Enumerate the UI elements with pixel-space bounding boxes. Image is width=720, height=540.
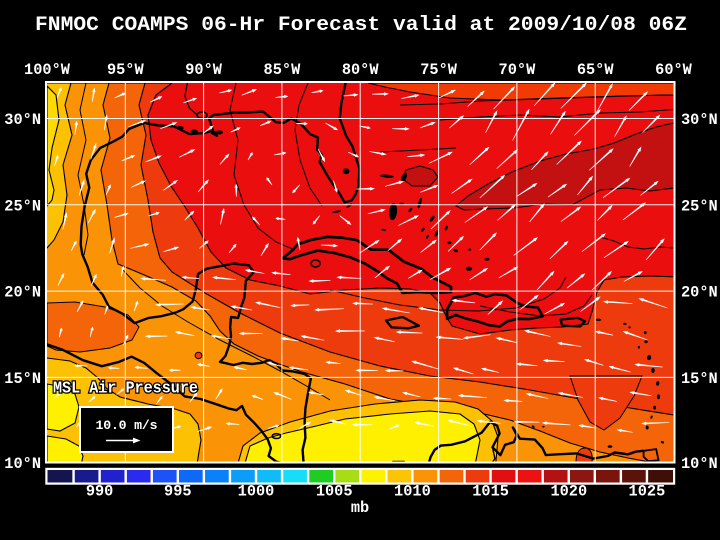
svg-text:90°W: 90°W — [185, 61, 223, 79]
svg-text:25°N: 25°N — [4, 197, 41, 215]
svg-text:995: 995 — [164, 483, 192, 501]
svg-text:MSL Air Pressure: MSL Air Pressure — [53, 379, 198, 398]
svg-text:1020: 1020 — [550, 483, 587, 501]
svg-text:70°W: 70°W — [499, 61, 537, 79]
svg-text:20°N: 20°N — [4, 284, 41, 302]
svg-text:100°W: 100°W — [24, 61, 71, 79]
svg-text:75°W: 75°W — [420, 61, 458, 79]
svg-text:30°N: 30°N — [4, 111, 41, 129]
svg-text:10.0 m/s: 10.0 m/s — [96, 418, 158, 433]
svg-text:15°N: 15°N — [681, 370, 718, 388]
svg-text:80°W: 80°W — [342, 61, 380, 79]
svg-text:1025: 1025 — [629, 483, 666, 501]
svg-text:1010: 1010 — [394, 483, 431, 501]
svg-text:25°N: 25°N — [681, 197, 718, 215]
svg-text:10°N: 10°N — [681, 455, 718, 473]
svg-text:1005: 1005 — [316, 483, 353, 501]
svg-text:95°W: 95°W — [107, 61, 145, 79]
svg-text:990: 990 — [86, 483, 114, 501]
svg-text:mb: mb — [351, 499, 369, 517]
svg-text:30°N: 30°N — [681, 111, 718, 129]
svg-text:85°W: 85°W — [264, 61, 302, 79]
svg-text:60°W: 60°W — [655, 61, 693, 79]
svg-text:15°N: 15°N — [4, 370, 41, 388]
svg-text:FNMOC COAMPS 06-Hr Forecast va: FNMOC COAMPS 06-Hr Forecast valid at 200… — [35, 14, 687, 37]
svg-text:1000: 1000 — [238, 483, 275, 501]
svg-text:20°N: 20°N — [681, 284, 718, 302]
svg-text:1015: 1015 — [472, 483, 509, 501]
svg-text:10°N: 10°N — [4, 455, 41, 473]
svg-text:65°W: 65°W — [577, 61, 615, 79]
